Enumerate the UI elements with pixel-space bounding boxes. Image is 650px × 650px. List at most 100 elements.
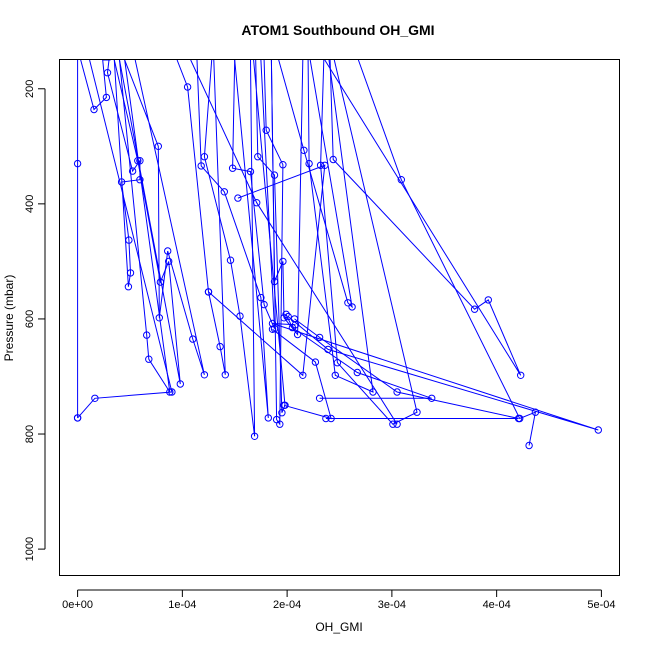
data-point: [278, 409, 286, 417]
data-point: [324, 345, 332, 354]
data-point: [176, 380, 185, 388]
data-point: [197, 162, 205, 170]
data-point: [393, 420, 401, 428]
data-point: [204, 288, 213, 296]
data-point: [143, 331, 151, 339]
series-layer: [73, 60, 602, 450]
data-point: [90, 105, 98, 114]
data-point: [329, 155, 337, 164]
data-point: [311, 358, 320, 366]
data-point: [331, 371, 339, 379]
x-tick-label: 0e+00: [62, 599, 93, 611]
x-axis-label: OH_GMI: [315, 620, 362, 634]
data-point: [270, 277, 279, 286]
data-point: [73, 159, 82, 168]
series-line: [203, 60, 256, 437]
data-point: [428, 394, 436, 402]
data-point: [282, 310, 290, 318]
series-line: [106, 60, 141, 287]
data-point: [168, 388, 176, 396]
data-point: [272, 415, 281, 424]
series-line: [124, 60, 205, 375]
data-point: [164, 247, 172, 255]
data-point: [128, 167, 137, 175]
data-point: [189, 335, 197, 343]
y-axis-label: Pressure (mbar): [2, 275, 16, 362]
series-line: [80, 60, 111, 111]
series-line: [294, 318, 519, 419]
x-tick-label: 3e-04: [378, 599, 406, 611]
series-line: [278, 60, 353, 309]
data-point: [322, 414, 330, 423]
data-point: [102, 93, 111, 102]
data-point: [250, 432, 259, 440]
data-point: [305, 159, 313, 168]
data-point: [155, 314, 164, 322]
data-point: [154, 142, 163, 151]
data-point: [291, 321, 300, 329]
data-point: [254, 153, 262, 161]
data-point: [315, 394, 324, 402]
series-line: [263, 60, 284, 426]
data-point: [389, 420, 397, 428]
data-point: [228, 164, 237, 172]
data-point: [165, 257, 173, 266]
series-line: [196, 60, 269, 418]
data-point: [333, 359, 342, 367]
data-point: [124, 283, 133, 291]
data-point: [91, 394, 99, 402]
data-point: [268, 319, 277, 328]
data-point: [594, 426, 602, 434]
y-axis: 200 400 600 800 1000: [24, 80, 46, 561]
data-point: [264, 414, 272, 422]
data-point: [234, 194, 242, 202]
data-point: [220, 188, 229, 196]
series-line: [270, 60, 304, 336]
data-point: [262, 126, 270, 134]
y-tick-label: 800: [24, 425, 36, 443]
data-point: [257, 293, 265, 302]
data-point: [200, 153, 209, 161]
data-point: [117, 178, 126, 186]
series-line: [307, 60, 374, 393]
plot-area-frame: [59, 59, 620, 576]
series-line: [176, 60, 226, 375]
series-line: [357, 60, 537, 446]
y-tick-label: 1000: [24, 537, 36, 561]
data-point: [136, 176, 144, 184]
data-point: [125, 236, 133, 244]
data-point: [253, 199, 261, 207]
data-point: [260, 300, 268, 309]
data-point: [299, 371, 307, 379]
data-point: [200, 371, 209, 379]
data-point: [268, 325, 277, 333]
x-tick-label: 1e-04: [168, 599, 196, 611]
chart-title: ATOM1 Southbound OH_GMI: [241, 22, 434, 38]
data-point: [413, 408, 421, 416]
data-point: [525, 441, 533, 450]
data-point: [103, 69, 112, 77]
series-line: [208, 164, 326, 377]
data-point: [73, 414, 82, 422]
data-point: [397, 176, 405, 184]
data-point: [321, 161, 329, 170]
data-point: [327, 414, 335, 423]
series-line: [272, 328, 332, 420]
data-point: [166, 388, 174, 396]
data-point: [470, 305, 479, 313]
x-axis: 0e+00 1e-04 2e-04 3e-04 4e-04 5e-04: [62, 589, 615, 611]
data-point: [279, 257, 287, 266]
series-line: [320, 60, 418, 425]
x-tick-label: 4e-04: [483, 599, 511, 611]
series-line: [113, 60, 181, 385]
series-line: [272, 316, 599, 431]
data-point: [300, 146, 308, 155]
data-point: [514, 414, 523, 423]
series-line: [285, 314, 432, 399]
data-point: [353, 368, 361, 377]
series-line: [119, 60, 171, 393]
data-point: [280, 401, 288, 409]
data-point: [344, 299, 352, 307]
data-point: [270, 171, 279, 179]
